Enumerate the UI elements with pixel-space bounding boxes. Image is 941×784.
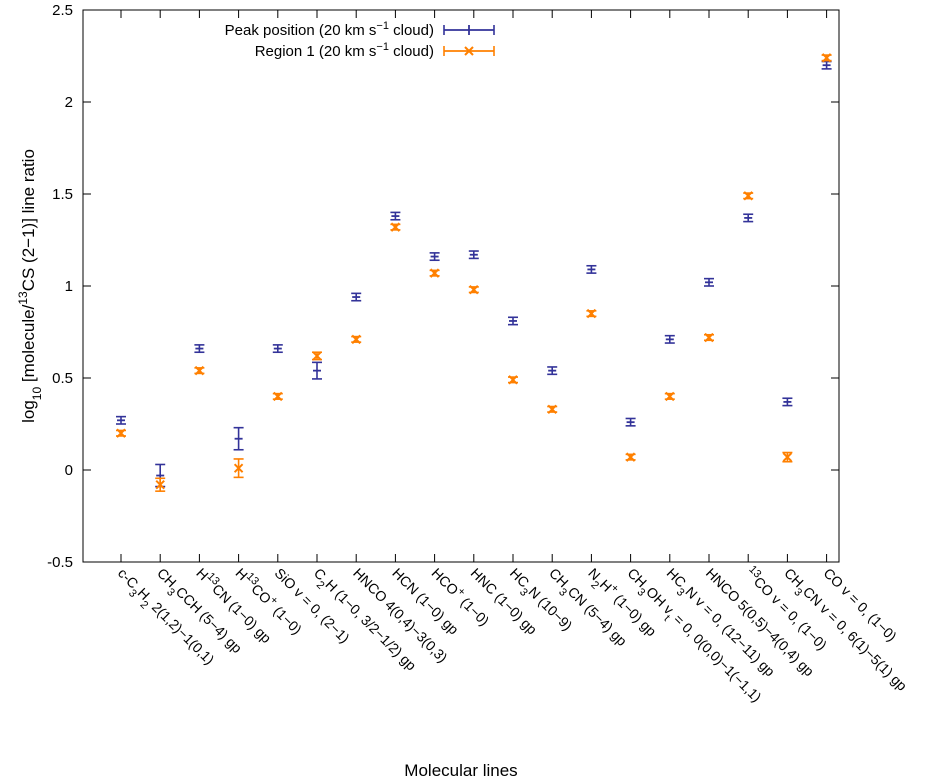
series-region-1 [116, 53, 832, 492]
cross-marker [625, 452, 636, 462]
data-point [586, 264, 597, 274]
data-point [547, 366, 558, 376]
data-point [194, 344, 205, 354]
data-point [155, 477, 166, 492]
data-point [586, 308, 597, 319]
data-point [351, 292, 362, 302]
cross-marker [351, 334, 361, 345]
data-point [194, 365, 205, 376]
data-point [508, 316, 518, 326]
data-point [664, 334, 675, 344]
data-point [625, 452, 636, 462]
data-point [351, 334, 362, 345]
cross-marker [704, 332, 714, 343]
cross-marker [273, 391, 283, 402]
data-point [468, 250, 479, 260]
y-tick-label: 0 [65, 462, 73, 479]
cross-marker [547, 404, 557, 414]
y-tick-label: 1 [65, 278, 73, 295]
cross-marker [155, 480, 165, 490]
data-point [468, 284, 479, 295]
y-tick-label: 1.5 [52, 186, 73, 203]
cross-marker [586, 308, 597, 319]
y-tick-label: 0.5 [52, 370, 73, 387]
legend-keys [443, 25, 495, 56]
cross-marker [821, 53, 832, 63]
data-point [312, 351, 322, 361]
data-point [664, 391, 675, 402]
plot-frame [82, 9, 840, 563]
cross-marker [233, 463, 244, 473]
y-tick-label: 2 [65, 94, 73, 111]
legend-label-peak: Peak position (20 km s−1 cloud) [225, 20, 434, 39]
data-point [116, 415, 126, 425]
cross-marker [469, 284, 479, 295]
cross-marker [743, 191, 753, 201]
cross-marker [782, 452, 793, 462]
data-point [821, 60, 832, 70]
legend: Peak position (20 km s−1 cloud) Region 1… [225, 20, 495, 60]
cross-marker [390, 222, 401, 232]
data-point [508, 375, 518, 385]
data-point [390, 211, 401, 221]
data-point [233, 458, 244, 479]
data-point [782, 451, 793, 463]
data-point [782, 397, 793, 407]
legend-cross-marker [464, 46, 474, 56]
y-axis: -0.5 0 0.5 1 1.5 2 2.5 [47, 2, 839, 571]
data-point [312, 361, 322, 380]
data-point [429, 252, 440, 262]
y-tick-label: -0.5 [47, 554, 73, 571]
cross-marker [429, 268, 440, 278]
x-axis: c-C3H2 2(1,2)−1(0,1)CH3CCH (5−4) gpH13CN… [115, 10, 910, 705]
cross-marker [665, 391, 675, 402]
cross-marker [116, 428, 126, 438]
cross-marker [194, 365, 205, 376]
data-point [821, 53, 832, 63]
y-tick-label: 2.5 [52, 2, 73, 19]
x-axis-title: Molecular lines [404, 761, 517, 780]
data-point [625, 417, 636, 427]
data-point [547, 404, 558, 414]
data-series [116, 53, 832, 492]
data-point [429, 268, 440, 278]
y-axis-title: log10 [molecule/13CS (2−1)] line ratio [16, 149, 44, 423]
data-point [704, 332, 714, 343]
data-point [743, 213, 754, 223]
legend-label-region1: Region 1 (20 km s−1 cloud) [255, 41, 434, 60]
cross-marker [508, 375, 518, 385]
data-point [233, 426, 244, 451]
legend-key-peak [443, 25, 495, 35]
series-peak-position [116, 60, 832, 488]
data-point [272, 344, 283, 354]
data-point [743, 191, 754, 201]
data-point [390, 222, 401, 232]
data-point [272, 391, 283, 402]
legend-key-region1 [443, 46, 495, 56]
data-point [704, 277, 714, 287]
cross-marker [312, 351, 322, 361]
data-point [116, 428, 126, 438]
